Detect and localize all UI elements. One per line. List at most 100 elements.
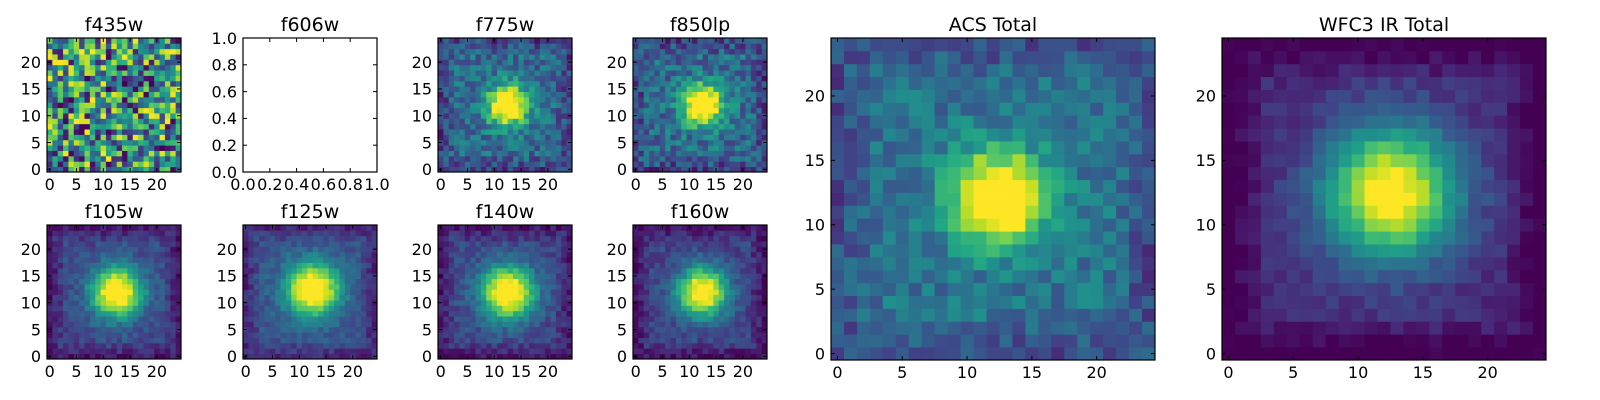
- heatmap-cell: [454, 161, 460, 168]
- heatmap-cell: [1351, 231, 1365, 245]
- heatmap-cell: [1403, 244, 1417, 258]
- heatmap-cell: [459, 321, 466, 328]
- heatmap-cell: [638, 91, 645, 98]
- heatmap-cell: [1442, 76, 1456, 90]
- heatmap-cell: [1012, 166, 1026, 181]
- heatmap-cell: [366, 300, 373, 306]
- heatmap-cell: [350, 278, 356, 285]
- heatmap-cell: [52, 305, 59, 312]
- heatmap-cell: [73, 107, 80, 114]
- heatmap-cell: [248, 283, 255, 290]
- heatmap-cell: [745, 70, 752, 76]
- heatmap-cell: [691, 70, 698, 76]
- heatmap-cell: [947, 334, 961, 348]
- heatmap-cell: [1390, 295, 1404, 309]
- heatmap-cell: [243, 305, 249, 312]
- heatmap-cell: [1051, 63, 1065, 78]
- heatmap-cell: [724, 38, 730, 44]
- heatmap-cell: [52, 348, 59, 355]
- heatmap-cell: [111, 300, 118, 306]
- heatmap-cell: [869, 128, 884, 142]
- heatmap-cell: [248, 235, 255, 242]
- heatmap-cell: [654, 48, 661, 55]
- heatmap-cell: [659, 107, 666, 114]
- heatmap-cell: [908, 141, 923, 155]
- heatmap-cell: [973, 102, 987, 116]
- heatmap-cell: [545, 107, 551, 114]
- heatmap-cell: [1103, 38, 1117, 52]
- heatmap-cell: [454, 145, 460, 151]
- heatmap-cell: [486, 75, 492, 82]
- heatmap-cell: [111, 64, 118, 71]
- heatmap-cell: [1012, 179, 1026, 193]
- heatmap-cell: [122, 273, 128, 279]
- heatmap-cell: [1234, 153, 1249, 168]
- heatmap-cell: [79, 310, 85, 317]
- heatmap-cell: [366, 305, 373, 312]
- heatmap-cell: [464, 113, 471, 119]
- heatmap-cell: [355, 289, 362, 296]
- heatmap-cell: [73, 102, 80, 109]
- heatmap-cell: [148, 91, 155, 98]
- heatmap-cell: [480, 86, 487, 92]
- y-tick-label: 0: [1206, 344, 1216, 363]
- heatmap-cell: [291, 294, 297, 301]
- heatmap-cell: [275, 332, 281, 338]
- heatmap-cell: [756, 145, 763, 151]
- heatmap-cell: [534, 139, 541, 146]
- heatmap-cell: [697, 38, 704, 44]
- heatmap-cell: [973, 50, 987, 65]
- heatmap-cell: [366, 294, 373, 301]
- heatmap-cell: [1507, 141, 1521, 155]
- heatmap-cell: [1338, 282, 1352, 296]
- heatmap-cell: [285, 257, 292, 263]
- heatmap-cell: [132, 70, 139, 76]
- heatmap-cell: [89, 348, 96, 355]
- heatmap-cell: [159, 230, 166, 237]
- heatmap-cell: [756, 113, 763, 119]
- heatmap-cell: [708, 166, 714, 173]
- heatmap-cell: [518, 337, 525, 344]
- heatmap-cell: [52, 235, 59, 242]
- heatmap-cell: [175, 161, 182, 168]
- heatmap-cell: [73, 262, 80, 269]
- heatmap-cell: [729, 70, 736, 76]
- heatmap-cell: [154, 289, 160, 296]
- heatmap-cell: [1325, 76, 1340, 90]
- heatmap-cell: [1442, 205, 1456, 219]
- heatmap-cell: [269, 267, 276, 274]
- heatmap-cell: [344, 273, 351, 279]
- heatmap-cell: [856, 38, 871, 52]
- heatmap-cell: [895, 153, 910, 168]
- heatmap-cell: [921, 63, 936, 78]
- heatmap-cell: [73, 118, 80, 125]
- heatmap-cell: [1142, 115, 1156, 129]
- heatmap-cell: [1025, 347, 1039, 361]
- heatmap-cell: [502, 64, 509, 71]
- heatmap-cell: [491, 145, 498, 151]
- heatmap-cell: [1312, 63, 1327, 78]
- heatmap-cell: [561, 43, 568, 50]
- heatmap-cell: [550, 342, 557, 349]
- heatmap-cell: [502, 48, 509, 55]
- heatmap-cell: [301, 326, 308, 333]
- heatmap-cell: [697, 48, 704, 55]
- heatmap-cell: [1129, 76, 1143, 90]
- heatmap-cell: [360, 337, 367, 344]
- heatmap-cell: [148, 289, 155, 296]
- heatmap-cell: [1260, 50, 1275, 65]
- heatmap-cell: [84, 86, 91, 92]
- heatmap-cell: [475, 342, 482, 349]
- heatmap-cell: [550, 166, 557, 173]
- heatmap-cell: [561, 38, 568, 44]
- heatmap-cell: [1090, 179, 1104, 193]
- heatmap-cell: [170, 326, 177, 333]
- heatmap-cell: [638, 155, 645, 162]
- heatmap-cell: [523, 38, 530, 44]
- heatmap-cell: [132, 38, 139, 44]
- heatmap-cell: [1142, 63, 1156, 78]
- heatmap-cell: [47, 230, 53, 237]
- heatmap-cell: [52, 161, 59, 168]
- heatmap-cell: [633, 102, 639, 109]
- heatmap-cell: [882, 244, 897, 258]
